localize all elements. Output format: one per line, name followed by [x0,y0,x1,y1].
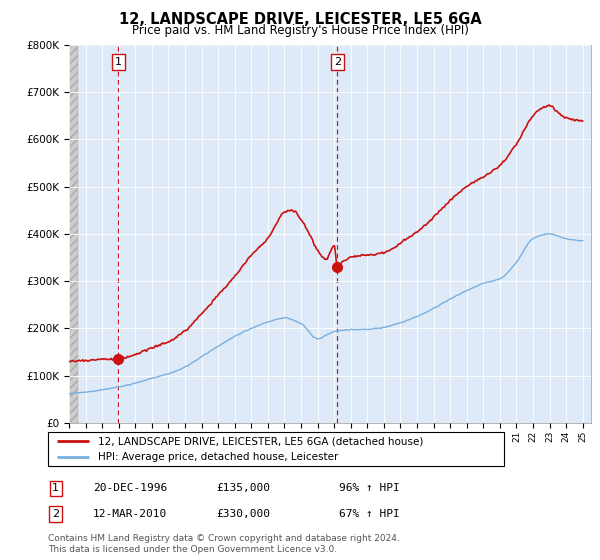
Text: HPI: Average price, detached house, Leicester: HPI: Average price, detached house, Leic… [98,452,338,462]
Text: 12-MAR-2010: 12-MAR-2010 [93,509,167,519]
Text: 1: 1 [52,483,59,493]
Text: 12, LANDSCAPE DRIVE, LEICESTER, LE5 6GA (detached house): 12, LANDSCAPE DRIVE, LEICESTER, LE5 6GA … [98,436,424,446]
Text: 96% ↑ HPI: 96% ↑ HPI [339,483,400,493]
Text: 1: 1 [115,57,122,67]
Text: Contains HM Land Registry data © Crown copyright and database right 2024.
This d: Contains HM Land Registry data © Crown c… [48,534,400,554]
Text: £330,000: £330,000 [216,509,270,519]
Text: 12, LANDSCAPE DRIVE, LEICESTER, LE5 6GA: 12, LANDSCAPE DRIVE, LEICESTER, LE5 6GA [119,12,481,27]
Text: 67% ↑ HPI: 67% ↑ HPI [339,509,400,519]
Text: 2: 2 [334,57,341,67]
Text: 20-DEC-1996: 20-DEC-1996 [93,483,167,493]
FancyBboxPatch shape [48,432,504,466]
Text: Price paid vs. HM Land Registry's House Price Index (HPI): Price paid vs. HM Land Registry's House … [131,24,469,37]
Text: £135,000: £135,000 [216,483,270,493]
Text: 2: 2 [52,509,59,519]
